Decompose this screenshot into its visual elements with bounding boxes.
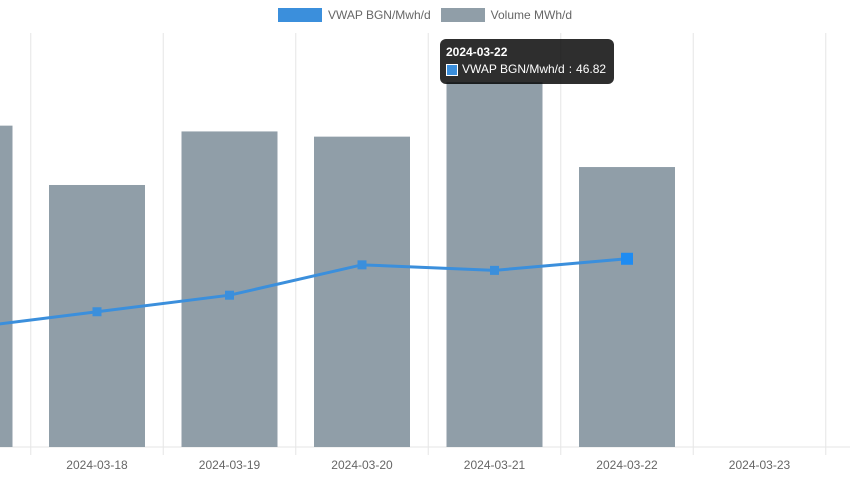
- x-tick-label: 2024-03-22: [596, 458, 658, 472]
- volume-bar: [314, 136, 410, 447]
- legend-item-vwap[interactable]: VWAP BGN/Mwh/d: [277, 8, 431, 22]
- x-tick-label: 2024-03-19: [199, 458, 261, 472]
- tooltip-value: 46.82: [576, 62, 607, 76]
- volume-bar: [579, 167, 675, 448]
- vwap-point: [357, 260, 367, 270]
- vwap-point: [490, 265, 499, 275]
- x-tick-label: 2024-03-18: [66, 458, 128, 472]
- vwap-line: [0, 257, 628, 326]
- volume-bar: [0, 125, 13, 447]
- tooltip-series: VWAP BGN/Mwh/d: [462, 62, 565, 76]
- legend-swatch-volume: [440, 8, 485, 22]
- vwap-point-hovered: [621, 252, 633, 265]
- vwap-line-series: [0, 252, 633, 326]
- legend-label-vwap: VWAP BGN/Mwh/d: [327, 8, 431, 22]
- x-tick-label: 2024-03-20: [331, 458, 393, 472]
- x-tick-label: 2024-03-21: [464, 458, 526, 472]
- legend-item-volume[interactable]: Volume MWh/d: [440, 8, 573, 22]
- chart-legend: VWAP BGN/Mwh/d Volume MWh/d: [0, 8, 850, 22]
- legend-swatch-vwap: [277, 8, 322, 22]
- x-axis-ticks: 2024-03-18 2024-03-19 2024-03-20 2024-03-21…: [66, 458, 790, 472]
- chart-tooltip: 2024-03-22 VWAP BGN/Mwh/d: 46.82: [440, 39, 615, 84]
- volume-bar: [181, 131, 278, 447]
- vwap-point: [92, 307, 102, 317]
- tooltip-colon: :: [568, 62, 573, 76]
- volume-bar: [446, 82, 543, 447]
- tooltip-title: 2024-03-22: [446, 45, 508, 59]
- grid-lines: [0, 33, 850, 455]
- vwap-point: [225, 290, 234, 300]
- tooltip-row: VWAP BGN/Mwh/d: 46.82: [446, 61, 606, 78]
- x-tick-label: 2024-03-23: [729, 458, 791, 472]
- tooltip-swatch: [446, 63, 458, 76]
- legend-label-volume: Volume MWh/d: [490, 8, 573, 22]
